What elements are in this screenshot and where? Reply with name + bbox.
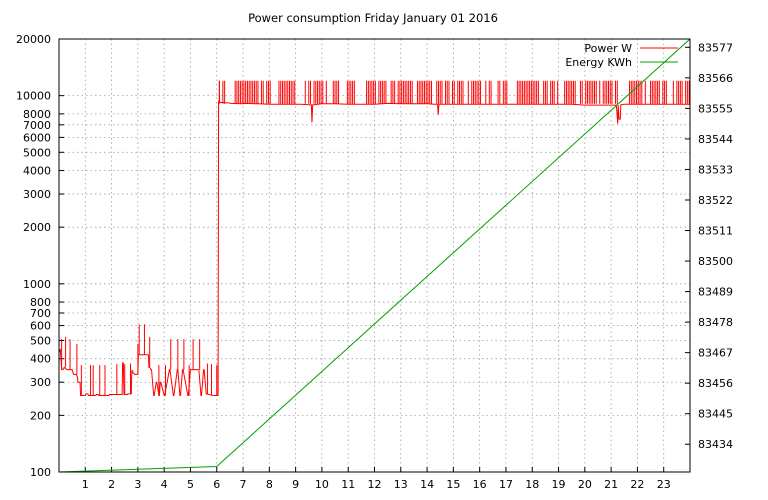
grid-layer <box>59 39 690 472</box>
y-tick-label: 4000 <box>23 165 51 178</box>
x-tick-label: 20 <box>578 478 592 491</box>
y2-tick-label: 83522 <box>698 194 733 207</box>
y2-tick-label: 83544 <box>698 133 733 146</box>
x-tick-label: 1 <box>82 478 89 491</box>
y2-tick-label: 83500 <box>698 255 733 268</box>
y2-tick-label: 83445 <box>698 408 733 421</box>
x-tick-label: 19 <box>552 478 566 491</box>
y-tick-label: 5000 <box>23 146 51 159</box>
x-tick-label: 10 <box>315 478 329 491</box>
y-tick-label: 10000 <box>16 90 51 103</box>
y2-tick-label: 83478 <box>698 316 733 329</box>
y-tick-label: 2000 <box>23 221 51 234</box>
plot-frame <box>58 38 691 473</box>
y-tick-label: 8000 <box>23 108 51 121</box>
y-tick-label: 3000 <box>23 188 51 201</box>
x-tick-label: 12 <box>368 478 382 491</box>
chart-title: Power consumption Friday January 01 2016 <box>248 11 498 25</box>
y-tick-label: 500 <box>30 334 51 347</box>
x-tick-label: 11 <box>341 478 355 491</box>
y2-tick-label: 83467 <box>698 347 733 360</box>
y2-tick-label: 83566 <box>698 72 733 85</box>
legend: Power W Energy KWh <box>565 42 678 69</box>
x-tick-label: 6 <box>213 478 220 491</box>
y2-tick-label: 83533 <box>698 163 733 176</box>
energy-line <box>58 38 691 473</box>
legend-label-energy: Energy KWh <box>565 56 632 69</box>
right-axis-ticks: 83434 83445 83456 83467 83478 83489 83500 83511… <box>685 41 733 451</box>
y2-tick-label: 83434 <box>698 438 733 451</box>
x-tick-label: 21 <box>604 478 618 491</box>
power-series <box>58 80 690 396</box>
x-axis-ticks: 1 2 3 4 5 6 7 8 9 10 11 12 13 14 15 16 17 18 19 20 21 22 23 <box>82 467 671 491</box>
x-tick-label: 7 <box>240 478 247 491</box>
power-line <box>58 100 690 396</box>
x-tick-label: 22 <box>630 478 644 491</box>
x-tick-label: 9 <box>292 478 299 491</box>
x-tick-label: 15 <box>446 478 460 491</box>
y-tick-label: 600 <box>30 320 51 333</box>
x-tick-label: 8 <box>266 478 273 491</box>
x-tick-label: 2 <box>108 478 115 491</box>
energy-series <box>58 38 691 473</box>
y-tick-label: 7000 <box>23 119 51 132</box>
y-tick-label: 200 <box>30 409 51 422</box>
x-tick-label: 5 <box>187 478 194 491</box>
y2-tick-label: 83489 <box>698 286 733 299</box>
x-tick-label: 14 <box>420 478 434 491</box>
y-tick-label: 6000 <box>23 131 51 144</box>
y2-tick-label: 83555 <box>698 102 733 115</box>
x-tick-label: 3 <box>134 478 141 491</box>
y-tick-label: 1000 <box>23 278 51 291</box>
x-tick-label: 16 <box>473 478 487 491</box>
legend-label-power: Power W <box>584 42 632 55</box>
x-tick-label: 17 <box>499 478 513 491</box>
x-tick-label: 13 <box>394 478 408 491</box>
y-tick-label: 700 <box>30 307 51 320</box>
y2-tick-label: 83577 <box>698 41 733 54</box>
y-tick-label: 100 <box>30 466 51 479</box>
y-tick-label: 800 <box>30 296 51 309</box>
x-tick-label: 23 <box>657 478 671 491</box>
y-tick-label: 300 <box>30 376 51 389</box>
y2-tick-label: 83511 <box>698 225 733 238</box>
y-tick-label: 20000 <box>16 33 51 46</box>
x-tick-label: 4 <box>161 478 168 491</box>
x-tick-label: 18 <box>525 478 539 491</box>
y-tick-label: 400 <box>30 353 51 366</box>
y2-tick-label: 83456 <box>698 377 733 390</box>
